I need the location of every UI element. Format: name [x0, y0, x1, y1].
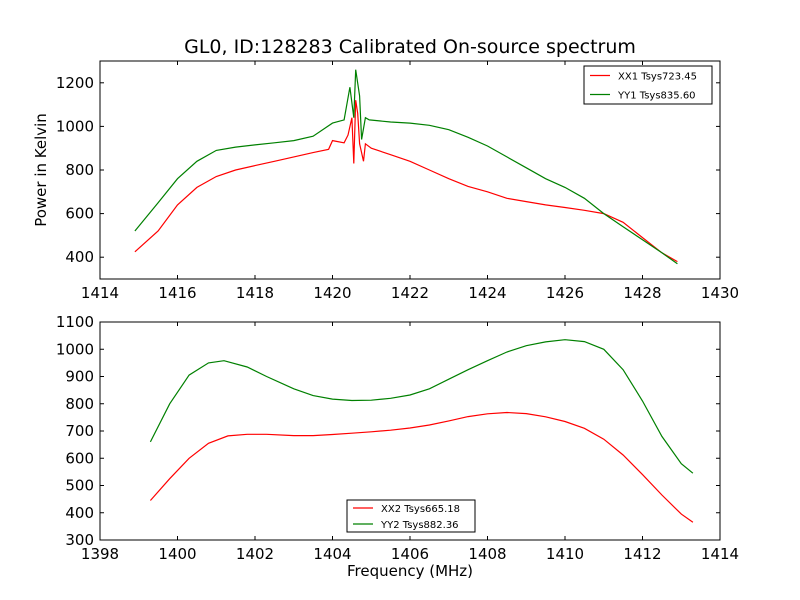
legend-label: XX2 Tsys665.18 [381, 504, 460, 515]
legend-label: XX1 Tsys723.45 [618, 72, 697, 83]
legend-label: YY2 Tsys882.36 [380, 520, 459, 531]
bottom-panel: 1398 1400 1402 1404 1406 1408 1410 1412 1414 300 4… [56, 313, 739, 580]
x-tick-label: 1420 [313, 284, 351, 302]
x-tick-label: 1408 [468, 545, 506, 563]
y-tick-label: 1100 [56, 313, 94, 331]
x-tick-label: 1430 [701, 284, 739, 302]
x-tick-label: 1406 [391, 545, 429, 563]
x-tick-label: 1428 [623, 284, 661, 302]
x-tick-label: 1404 [313, 545, 351, 563]
y-tick-label: 1000 [56, 117, 94, 135]
x-tick-label: 1414 [81, 284, 119, 302]
top-panel: 1414 1416 1418 1420 1422 1424 1426 1428 1430 400 6… [32, 60, 739, 302]
x-tick-label: 1424 [468, 284, 506, 302]
y-tick-label: 500 [65, 477, 94, 495]
x-tick-label: 1398 [81, 545, 119, 563]
y-tick-label: 800 [65, 161, 94, 179]
y-tick-label: 900 [65, 368, 94, 386]
y-tick-label: 400 [65, 248, 94, 266]
chart-title: GL0, ID:128283 Calibrated On-source spec… [184, 36, 636, 58]
x-axis-label: Frequency (MHz) [347, 562, 473, 580]
y-tick-label: 1200 [56, 74, 94, 92]
legend-box [583, 65, 713, 105]
legend: XX1 Tsys723.45 YY1 Tsys835.60 [583, 65, 713, 105]
series-line-1-2 [134, 69, 678, 265]
x-tick-label: 1416 [158, 284, 196, 302]
x-tick-label: 1426 [546, 284, 584, 302]
x-tick-label: 1422 [391, 284, 429, 302]
y-tick-label: 1000 [56, 340, 94, 358]
x-tick-label: 1418 [236, 284, 274, 302]
y-axis-label: Power in Kelvin [32, 113, 50, 227]
x-tick-label: 1410 [546, 545, 584, 563]
x-tick-label: 1414 [701, 545, 739, 563]
y-tick-label: 300 [65, 531, 94, 549]
x-tick-label: 1400 [158, 545, 196, 563]
series-line-2-1 [149, 411, 694, 523]
y-tick-label: 800 [65, 395, 94, 413]
x-tick-label: 1402 [236, 545, 274, 563]
y-tick-label: 700 [65, 422, 94, 440]
series-line-1-1 [134, 100, 678, 263]
y-tick-label: 600 [65, 449, 94, 467]
legend-label: YY1 Tsys835.60 [617, 91, 696, 102]
y-tick-label: 400 [65, 504, 94, 522]
legend: XX2 Tsys665.18 YY2 Tsys882.36 [346, 499, 476, 533]
legend-box [346, 499, 476, 533]
x-tick-label: 1412 [623, 545, 661, 563]
series-line-2-2 [149, 339, 694, 474]
y-tick-label: 600 [65, 205, 94, 223]
